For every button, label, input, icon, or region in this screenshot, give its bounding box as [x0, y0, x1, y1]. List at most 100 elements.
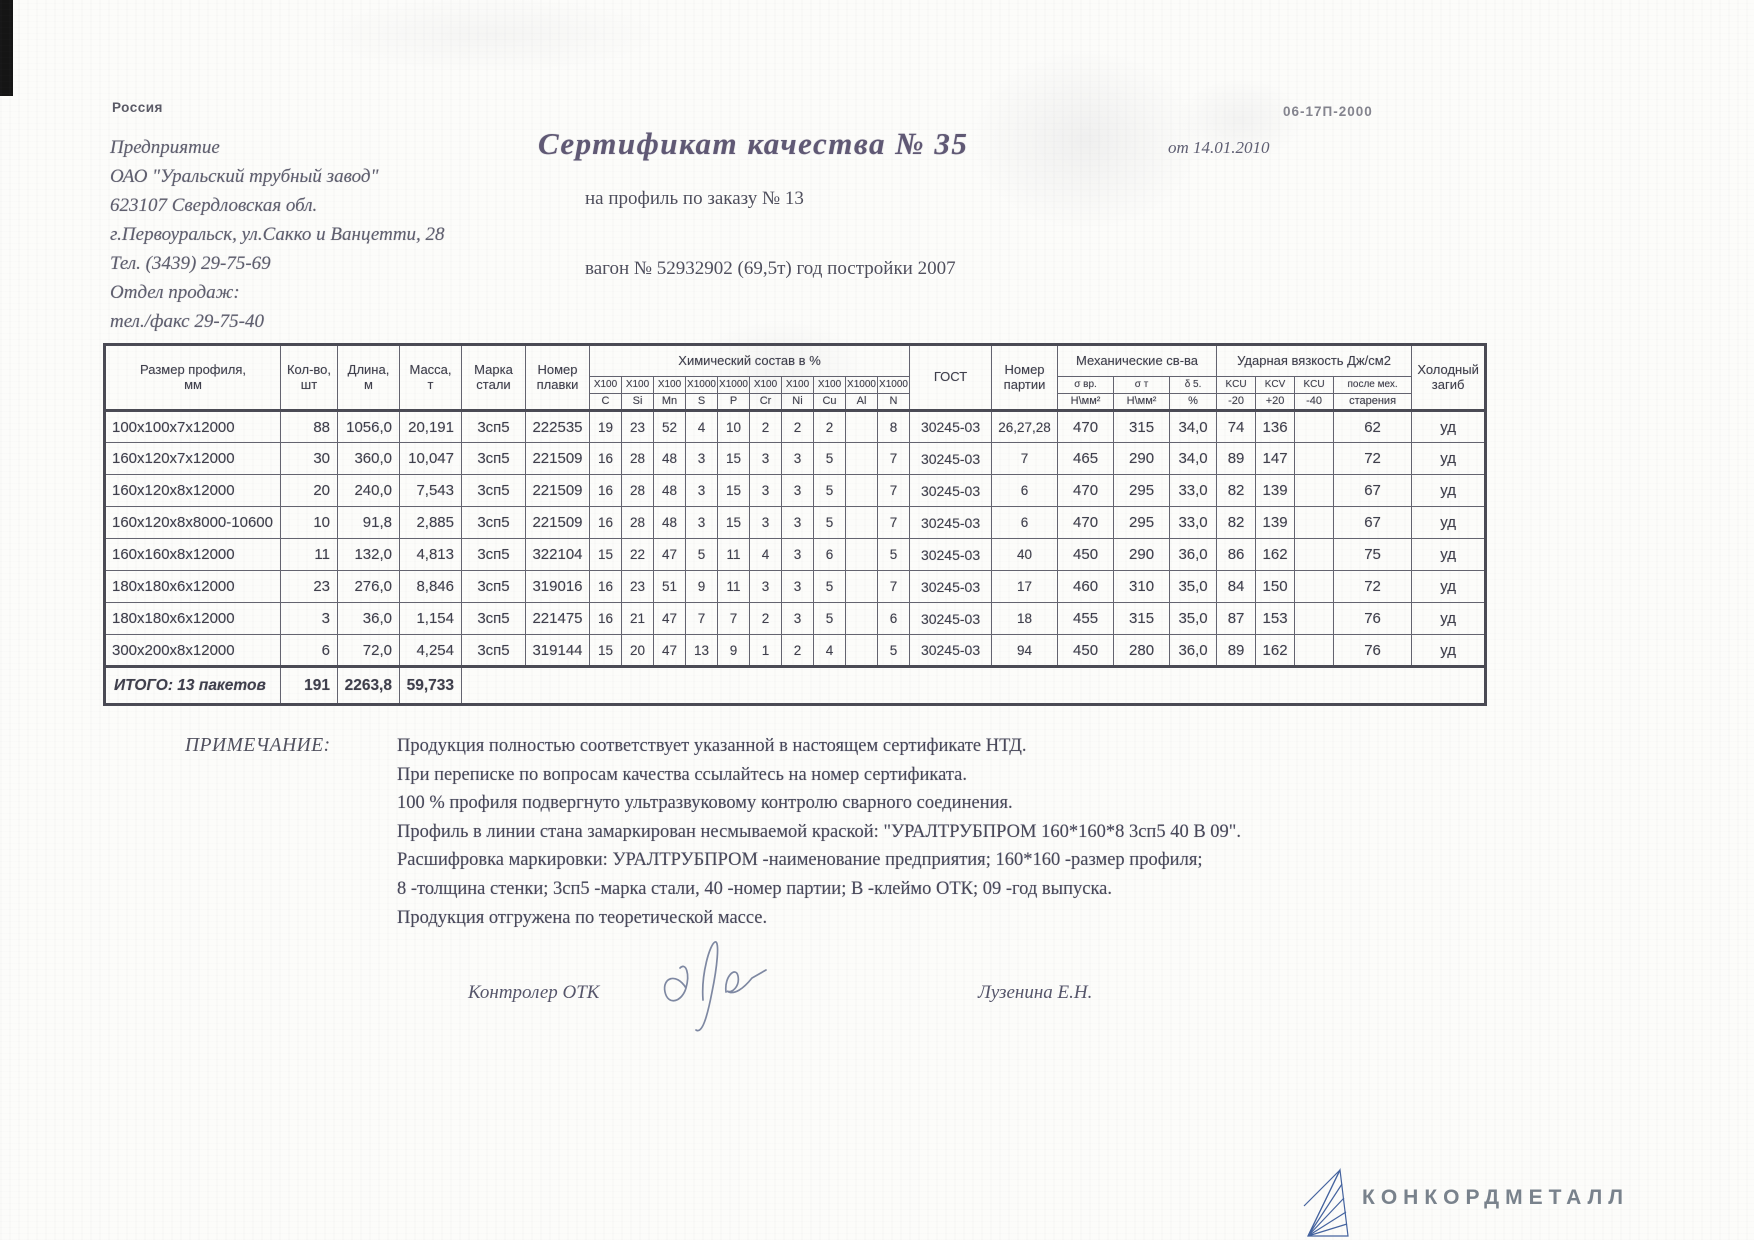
cell-delta5: 36,0 — [1169, 634, 1218, 667]
letterhead-line: Отдел продаж: — [110, 282, 240, 303]
subheader-cell: X100 — [749, 376, 782, 394]
cell-n: 5 — [876, 538, 911, 571]
scan-blotch — [240, 0, 740, 90]
cell-size: 100x100x7x12000 — [104, 410, 281, 443]
cell-aging: 76 — [1333, 602, 1413, 635]
cell-party: 94 — [991, 634, 1059, 667]
cell-party: 17 — [991, 570, 1059, 603]
col-party-header: Номер партии — [991, 344, 1059, 411]
cell-p: 9 — [717, 634, 750, 667]
subheader-cell: Al — [845, 393, 878, 411]
notes-label: ПРИМЕЧАНИЕ: — [185, 735, 331, 756]
cell-length: 91,8 — [337, 506, 400, 539]
cell-kcu-20: 89 — [1216, 442, 1257, 475]
subheader-cell: Н\мм² — [1057, 393, 1115, 411]
chem-group-header: Химический состав в % — [588, 344, 911, 377]
cell-s: 9 — [685, 570, 718, 603]
cell-aging: 62 — [1333, 410, 1413, 443]
cell-n: 7 — [876, 570, 911, 603]
subheader-cell: N — [876, 393, 911, 411]
cell-sigma-t: 290 — [1113, 442, 1171, 475]
col-coldbend-header: Холодный загиб — [1411, 344, 1487, 411]
cell-qty: 3 — [280, 602, 338, 635]
brand: КОНКОРДМЕТАЛЛ — [1302, 1162, 1629, 1240]
cell-s: 5 — [685, 538, 718, 571]
cell-kcv-20: 136 — [1255, 410, 1296, 443]
cell-kcv-20: 139 — [1255, 474, 1296, 507]
subheader-cell: после мех. — [1333, 376, 1413, 394]
cell-si: 28 — [621, 474, 654, 507]
cell-sigma-vr: 470 — [1057, 474, 1115, 507]
cell-c: 15 — [589, 538, 622, 571]
cell-si: 28 — [621, 506, 654, 539]
cell-party: 6 — [991, 474, 1059, 507]
cell-sigma-vr: 470 — [1057, 410, 1115, 443]
cell-cu: 2 — [813, 410, 846, 443]
cell-qty: 20 — [280, 474, 338, 507]
cell-kcu-40 — [1294, 570, 1335, 603]
cell-size: 160x120x8x12000 — [104, 474, 281, 507]
subheader-cell: δ 5. — [1169, 376, 1218, 394]
cell-kcu-40 — [1294, 506, 1335, 539]
cell-length: 36,0 — [337, 602, 400, 635]
subheader-cell: X100 — [653, 376, 686, 394]
subheader-cell: KCU — [1294, 376, 1335, 394]
cell-cr: 4 — [749, 538, 782, 571]
col-qty-header: Кол-во, шт — [280, 344, 338, 411]
cell-qty: 11 — [280, 538, 338, 571]
cell-s: 3 — [685, 506, 718, 539]
subheader-cell: KCV — [1255, 376, 1296, 394]
subheader-cell: S — [685, 393, 718, 411]
cell-cu: 5 — [813, 602, 846, 635]
note-line: Продукция отгружена по теоретической мас… — [397, 907, 768, 928]
certificate-title: Сертификат качества № 35 — [538, 126, 969, 161]
cell-kcv-20: 162 — [1255, 634, 1296, 667]
cell-si: 22 — [621, 538, 654, 571]
cell-length: 240,0 — [337, 474, 400, 507]
cell-cr: 3 — [749, 442, 782, 475]
table-row: 160x160x8x12000 11 132,0 4,813 3сп5 3221… — [104, 538, 1487, 571]
cell-heat: 222535 — [525, 410, 590, 443]
impact-group-header: Ударная вязкость Дж/см2 — [1216, 344, 1413, 377]
cell-p: 15 — [717, 506, 750, 539]
cell-grade: 3сп5 — [461, 474, 526, 507]
subheader-cell: X100 — [813, 376, 846, 394]
signature-name: Лузенина Е.Н. — [978, 982, 1093, 1003]
cell-n: 7 — [876, 442, 911, 475]
cell-delta5: 33,0 — [1169, 474, 1218, 507]
subheader-cell: -20 — [1216, 393, 1257, 411]
cell-cu: 5 — [813, 474, 846, 507]
table-row: 180x180x6x12000 3 36,0 1,154 3сп5 221475… — [104, 602, 1487, 635]
brand-name: КОНКОРДМЕТАЛЛ — [1362, 1186, 1630, 1209]
cell-sigma-vr: 455 — [1057, 602, 1115, 635]
cell-mass: 1,154 — [399, 602, 462, 635]
cell-mn: 52 — [653, 410, 686, 443]
totals-length: 2263,8 — [337, 665, 400, 705]
cell-si: 23 — [621, 410, 654, 443]
subheader-cell: Cu — [813, 393, 846, 411]
order-subtitle: на профиль по заказу № 13 — [585, 188, 804, 209]
table-row: 160x120x8x8000-10600 10 91,8 2,885 3сп5 … — [104, 506, 1487, 539]
cell-party: 6 — [991, 506, 1059, 539]
cell-bend: уд — [1411, 474, 1487, 507]
cell-grade: 3сп5 — [461, 634, 526, 667]
doc-code: 06-17П-2000 — [1283, 104, 1373, 119]
cell-mn: 47 — [653, 602, 686, 635]
note-line: 100 % профиля подвергнуто ультразвуковом… — [397, 793, 1013, 814]
subheader-cell: C — [589, 393, 622, 411]
cell-delta5: 34,0 — [1169, 442, 1218, 475]
letterhead-line: 623107 Свердловская обл. — [110, 195, 318, 216]
subheader-cell: X1000 — [685, 376, 718, 394]
cell-bend: уд — [1411, 634, 1487, 667]
cell-ni: 3 — [781, 442, 814, 475]
cell-aging: 75 — [1333, 538, 1413, 571]
cell-length: 132,0 — [337, 538, 400, 571]
cell-mn: 48 — [653, 506, 686, 539]
cell-s: 7 — [685, 602, 718, 635]
cell-grade: 3сп5 — [461, 410, 526, 443]
cell-grade: 3сп5 — [461, 602, 526, 635]
subheader-cell: Н\мм² — [1113, 393, 1171, 411]
cell-p: 11 — [717, 570, 750, 603]
cell-cr: 3 — [749, 570, 782, 603]
subheader-cell: X1000 — [717, 376, 750, 394]
